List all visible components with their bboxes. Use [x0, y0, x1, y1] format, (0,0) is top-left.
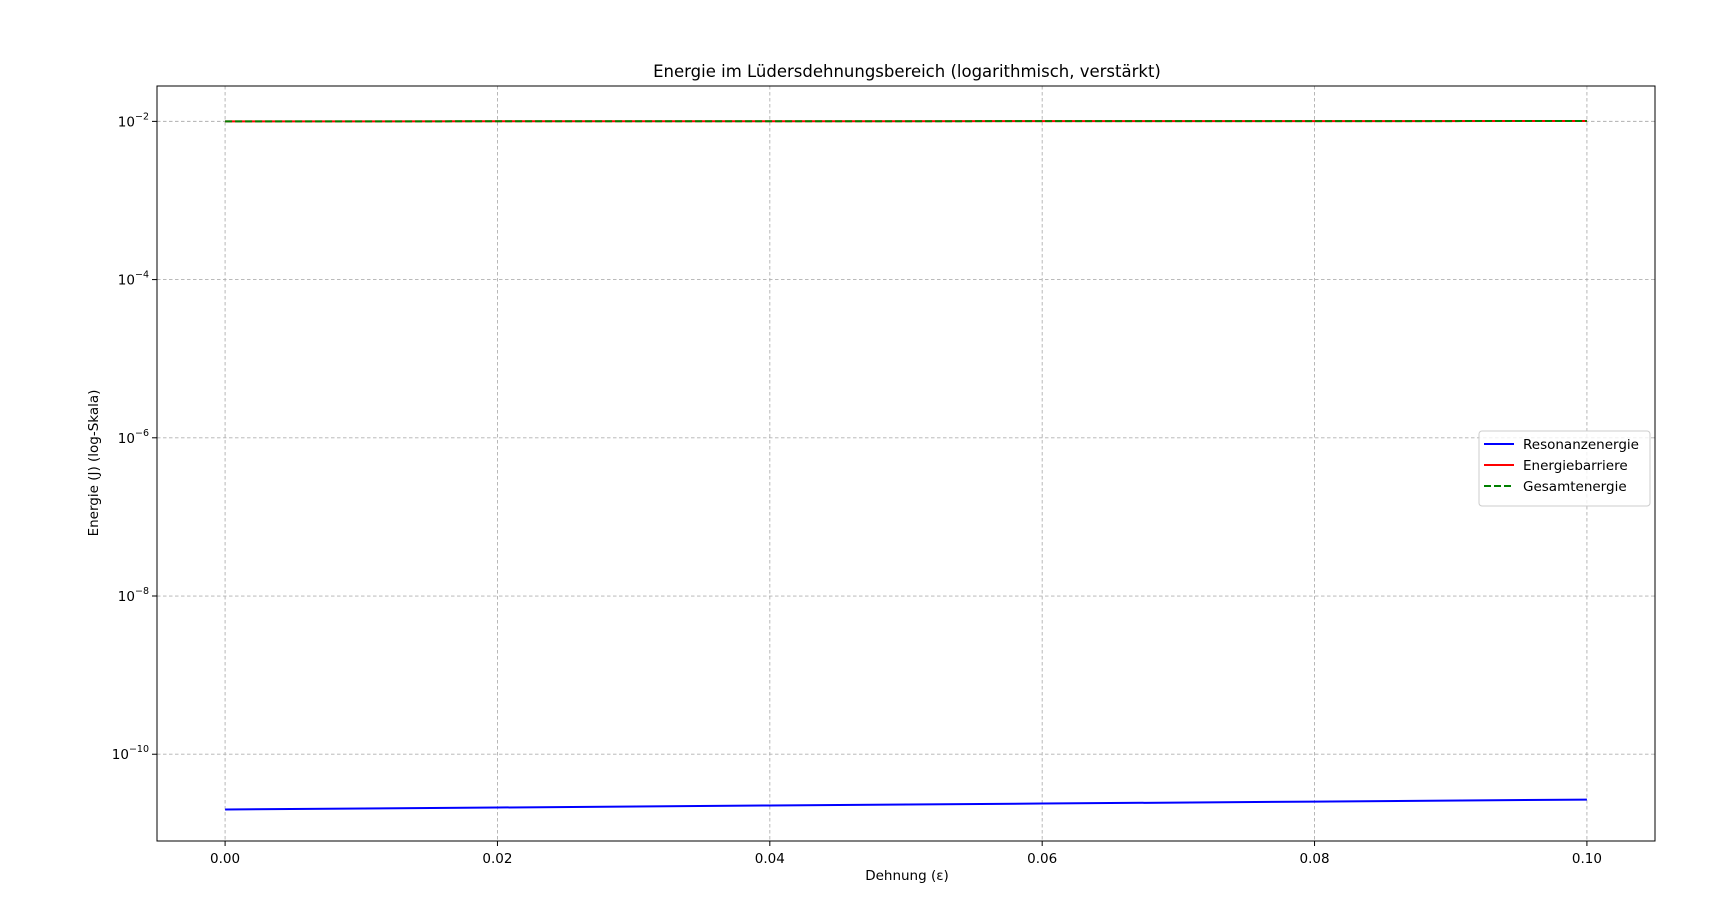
legend-box — [1478, 430, 1651, 507]
axis-ticks: 0.00 0.02 0.04 0.06 0.08 0.10 10−10 10−8 10−6 10−… — [112, 111, 1602, 867]
x-tick-label: 0.08 — [1300, 851, 1330, 867]
y-axis-label: Energie (J) (log-Skala) — [86, 390, 102, 537]
series-lines — [225, 120, 1587, 811]
x-axis-label: Dehnung (ε) — [865, 868, 949, 884]
y-tick-label: 10−8 — [118, 586, 149, 605]
x-tick-label: 0.10 — [1572, 851, 1602, 867]
plot-area: 0.00 0.02 0.04 0.06 0.08 0.10 10−10 10−8 10−6 10−… — [112, 85, 1656, 867]
x-tick-label: 0.06 — [1027, 851, 1057, 867]
legend-label-gesamtenergie: Gesamtenergie — [1523, 479, 1627, 495]
y-tick-label: 10−4 — [118, 270, 149, 289]
x-tick-label: 0.00 — [210, 851, 240, 867]
series-line-resonanzenergie — [225, 798, 1587, 811]
y-tick-label: 10−6 — [118, 428, 149, 447]
chart-title: Energie im Lüdersdehnungsbereich (logari… — [653, 62, 1161, 81]
axes-frame — [156, 85, 1656, 842]
x-tick-label: 0.02 — [482, 851, 512, 867]
y-tick-label: 10−2 — [118, 111, 149, 130]
legend-label-energiebarriere: Energiebarriere — [1523, 458, 1628, 474]
y-tick-label: 10−10 — [112, 744, 149, 763]
x-tick-label: 0.04 — [755, 851, 785, 867]
legend-label-resonanzenergie: Resonanzenergie — [1523, 437, 1639, 453]
legend: Resonanzenergie Energiebarriere Gesamtener… — [1478, 430, 1651, 507]
